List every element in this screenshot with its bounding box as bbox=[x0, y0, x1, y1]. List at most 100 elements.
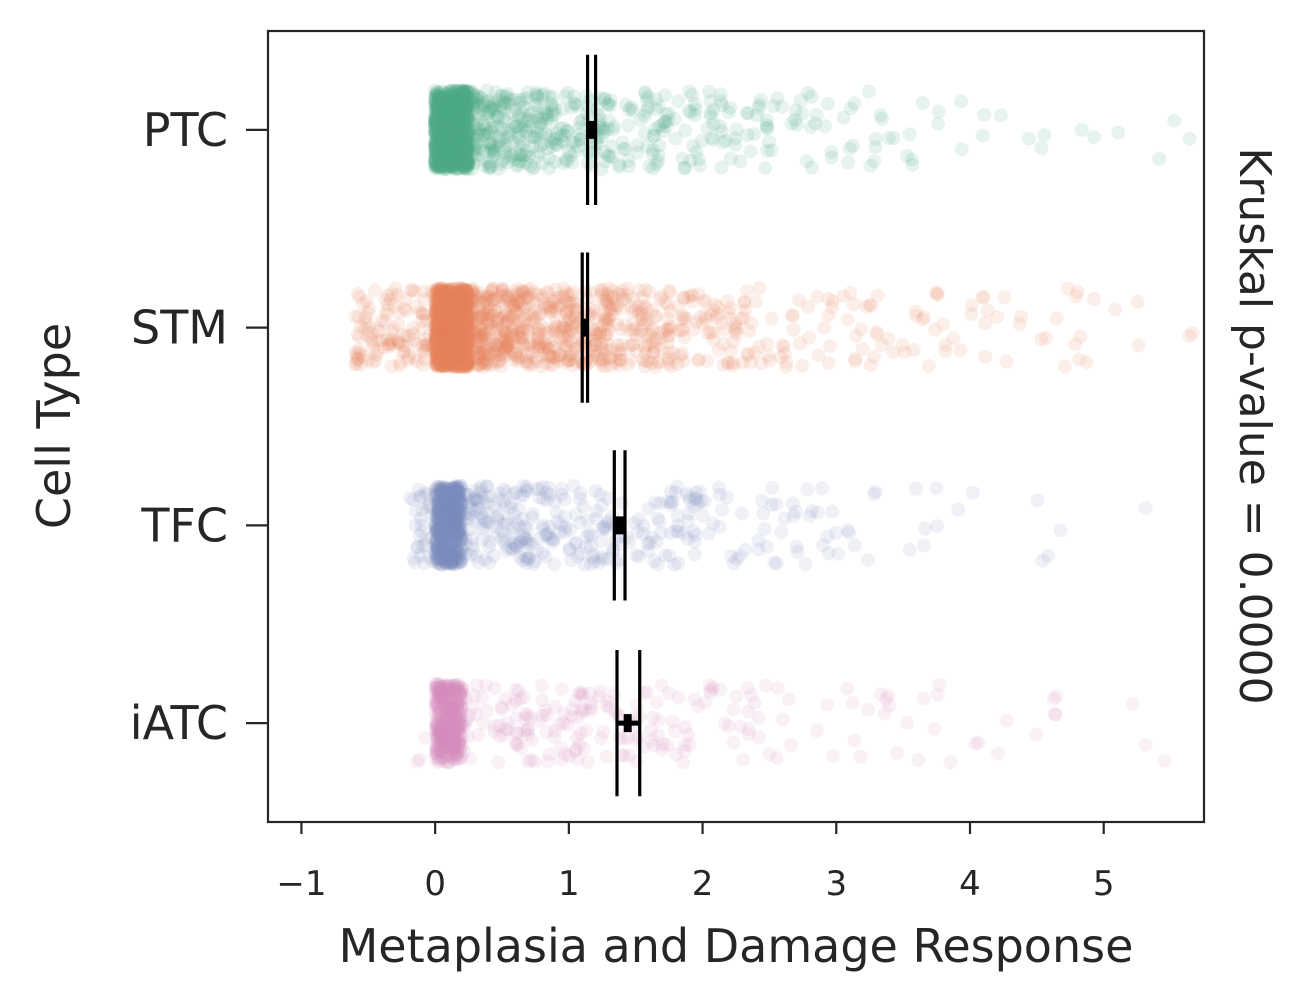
data-point bbox=[634, 307, 649, 322]
data-point bbox=[428, 111, 443, 126]
data-point bbox=[486, 98, 501, 113]
data-point bbox=[1035, 553, 1050, 568]
data-point bbox=[441, 127, 455, 142]
data-point bbox=[918, 521, 933, 536]
data-point bbox=[436, 120, 451, 135]
data-point bbox=[455, 115, 470, 130]
data-point bbox=[432, 142, 447, 157]
data-point bbox=[437, 131, 452, 146]
data-point bbox=[476, 117, 491, 132]
data-point bbox=[461, 90, 476, 105]
data-point bbox=[441, 159, 456, 174]
data-point bbox=[366, 340, 381, 355]
data-point bbox=[599, 750, 614, 764]
data-point bbox=[789, 539, 804, 554]
data-point bbox=[456, 156, 471, 171]
data-point bbox=[444, 111, 459, 126]
data-point bbox=[514, 284, 529, 299]
data-point bbox=[456, 110, 470, 125]
data-point bbox=[445, 148, 460, 163]
data-point bbox=[450, 99, 465, 113]
data-point bbox=[430, 146, 445, 161]
data-point bbox=[770, 91, 785, 106]
data-point bbox=[433, 85, 448, 100]
data-point bbox=[687, 547, 702, 562]
data-point bbox=[481, 126, 496, 141]
data-point bbox=[432, 107, 447, 122]
data-point bbox=[1030, 493, 1045, 508]
data-point bbox=[572, 127, 587, 142]
data-point bbox=[447, 107, 462, 122]
data-point bbox=[758, 678, 773, 693]
data-point bbox=[466, 99, 481, 114]
data-point bbox=[717, 716, 732, 731]
data-point bbox=[688, 102, 703, 117]
data-point bbox=[496, 110, 511, 125]
data-point bbox=[443, 84, 458, 99]
data-point bbox=[451, 113, 466, 127]
data-point bbox=[445, 147, 460, 162]
data-point bbox=[459, 110, 474, 125]
data-point bbox=[448, 156, 463, 171]
data-point bbox=[446, 111, 461, 126]
data-point bbox=[743, 144, 758, 159]
data-point bbox=[443, 133, 458, 148]
data-point bbox=[598, 154, 613, 169]
data-point bbox=[451, 146, 466, 161]
data-point bbox=[450, 102, 465, 117]
data-point bbox=[777, 346, 792, 361]
data-point bbox=[460, 162, 475, 177]
data-point bbox=[430, 111, 445, 126]
data-point bbox=[436, 102, 450, 117]
data-point bbox=[999, 713, 1014, 728]
data-point bbox=[500, 155, 515, 170]
data-point bbox=[491, 161, 506, 176]
data-point bbox=[457, 86, 472, 101]
data-point bbox=[443, 120, 458, 135]
data-point bbox=[511, 130, 526, 145]
data-point bbox=[816, 538, 830, 553]
data-point bbox=[738, 542, 753, 557]
data-point bbox=[503, 92, 518, 107]
data-point bbox=[458, 131, 473, 146]
data-point bbox=[440, 162, 455, 177]
data-point bbox=[437, 132, 452, 147]
data-point bbox=[661, 113, 675, 128]
data-point bbox=[868, 140, 883, 155]
data-point bbox=[473, 152, 488, 167]
data-point bbox=[453, 122, 468, 137]
data-point bbox=[403, 491, 418, 506]
data-point bbox=[445, 100, 460, 115]
data-point bbox=[558, 89, 573, 104]
data-point bbox=[875, 112, 889, 126]
data-point bbox=[440, 107, 455, 121]
data-point bbox=[560, 154, 575, 169]
data-point bbox=[442, 114, 457, 128]
data-point bbox=[428, 112, 443, 127]
data-point bbox=[436, 92, 450, 107]
data-point bbox=[531, 131, 545, 146]
data-point bbox=[428, 108, 443, 123]
data-point bbox=[546, 350, 561, 365]
data-point bbox=[442, 91, 457, 106]
data-point bbox=[434, 112, 449, 126]
data-point bbox=[476, 128, 491, 143]
data-point bbox=[453, 149, 467, 164]
data-point bbox=[428, 135, 443, 150]
data-point bbox=[449, 136, 464, 150]
data-point bbox=[804, 504, 819, 518]
data-point bbox=[431, 156, 446, 171]
data-point bbox=[453, 114, 468, 129]
data-point bbox=[463, 114, 478, 129]
data-point bbox=[454, 95, 469, 110]
data-point bbox=[436, 88, 451, 103]
data-point bbox=[1167, 113, 1182, 128]
data-point bbox=[433, 146, 448, 161]
data-point bbox=[449, 94, 464, 109]
data-point bbox=[481, 106, 496, 121]
data-point bbox=[461, 99, 476, 113]
data-point bbox=[641, 90, 656, 104]
data-point bbox=[458, 87, 473, 102]
data-point bbox=[445, 157, 460, 172]
data-point bbox=[612, 301, 627, 316]
